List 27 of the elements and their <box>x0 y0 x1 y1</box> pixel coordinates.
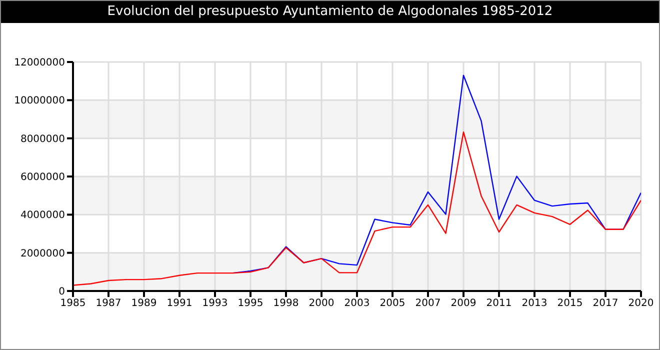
x-tick-label: 2020 <box>628 298 654 310</box>
x-tick-label: 2013 <box>522 298 548 310</box>
x-tick-label: 1993 <box>202 298 228 310</box>
y-tick-label: 10000000 <box>14 96 65 107</box>
y-tick-label: 8000000 <box>20 134 65 145</box>
x-tick-label: 1991 <box>166 298 192 310</box>
x-tick-label: 2003 <box>344 298 370 310</box>
x-tick-label: 1987 <box>96 298 122 310</box>
line-series <box>73 131 641 286</box>
x-tick-label: 2007 <box>415 298 441 310</box>
x-tick-label: 1998 <box>273 298 299 310</box>
chart-title: Evolucion del presupuesto Ayuntamiento de Algodonales 1985-2012 <box>1 1 659 23</box>
x-tick-label: 2015 <box>557 298 583 310</box>
x-tick-label: 2009 <box>450 298 476 310</box>
x-tick-label: 2017 <box>592 298 618 310</box>
y-tick-label: 4000000 <box>20 210 65 222</box>
x-tick-label: 1995 <box>238 298 264 310</box>
y-tick-label: 12000000 <box>14 58 65 69</box>
x-tick-label: 2005 <box>380 298 406 310</box>
x-tick-label: 2000 <box>308 298 334 310</box>
y-tick-label: 6000000 <box>20 172 65 184</box>
line-series <box>232 74 641 274</box>
y-tick-label: 0 <box>58 286 65 298</box>
x-tick-label: 1985 <box>60 298 86 310</box>
x-tick-label: 2011 <box>486 298 512 310</box>
x-tick-label: 1989 <box>131 298 157 310</box>
y-tick-label: 2000000 <box>20 248 65 260</box>
